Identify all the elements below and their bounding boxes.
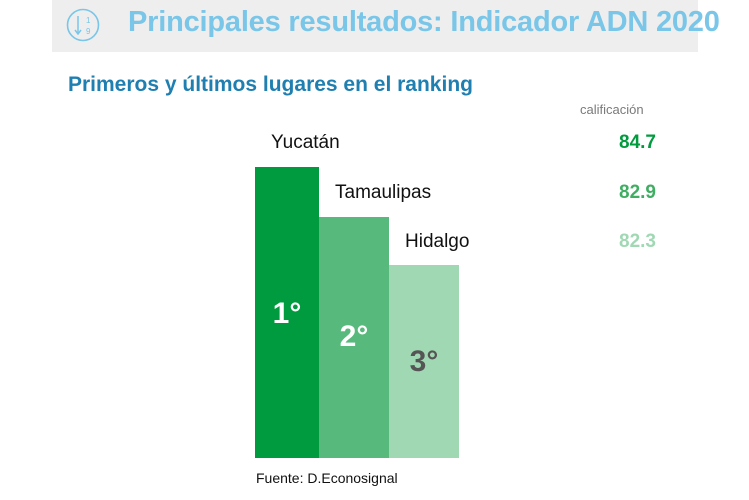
sort-numeric-icon: 1 9 (66, 8, 100, 42)
rank-label-1: 1° (272, 297, 302, 330)
svg-text:9: 9 (86, 27, 91, 36)
svg-text:1: 1 (86, 16, 91, 25)
score-value-3: 82.3 (619, 231, 656, 252)
podium-bar-2 (319, 217, 389, 458)
rank-label-3: 3° (409, 345, 439, 378)
score-value-1: 84.7 (619, 132, 656, 153)
chart-subtitle: Primeros y últimos lugares en el ranking (68, 73, 473, 96)
score-value-2: 82.9 (619, 182, 656, 203)
rank-label-2: 2° (339, 320, 369, 353)
source-note: Fuente: D.Econosignal (256, 470, 398, 486)
podium-bar-3 (389, 265, 459, 458)
score-column-header: calificación (580, 102, 644, 117)
state-label-2: Tamaulipas (335, 182, 432, 203)
state-label-1: Yucatán (271, 132, 340, 153)
podium-bar-1 (255, 167, 319, 458)
state-label-3: Hidalgo (405, 231, 470, 252)
page-title: Principales resultados: Indicador ADN 20… (128, 6, 720, 38)
header-band (52, 0, 698, 52)
